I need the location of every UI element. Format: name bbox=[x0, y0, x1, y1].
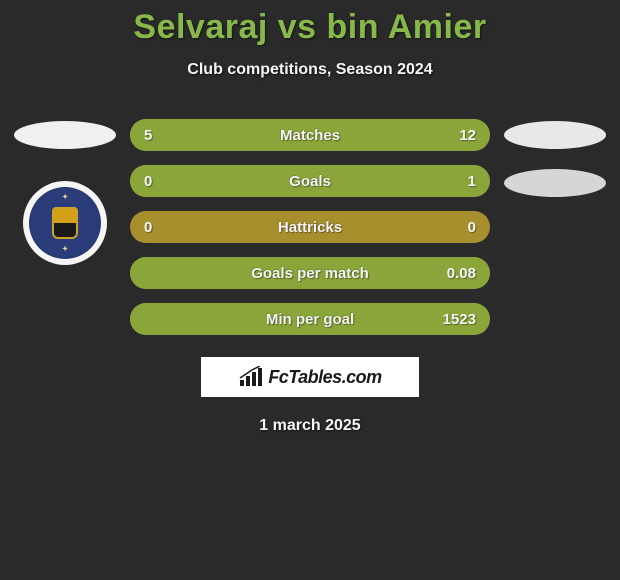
bar-label: Matches bbox=[280, 127, 340, 144]
subtitle: Club competitions, Season 2024 bbox=[0, 61, 620, 79]
player-oval-left bbox=[14, 121, 116, 149]
brand-box: FcTables.com bbox=[201, 357, 419, 397]
right-column bbox=[500, 119, 610, 197]
club-oval-right bbox=[504, 169, 606, 197]
bar-label: Hattricks bbox=[278, 219, 342, 236]
brand-chart-icon bbox=[238, 366, 264, 388]
bar-value-right: 12 bbox=[459, 127, 476, 144]
bar-value-left: 5 bbox=[144, 127, 152, 144]
page-title: Selvaraj vs bin Amier bbox=[0, 0, 620, 47]
bar-value-right: 0.08 bbox=[447, 265, 476, 282]
bar-label: Min per goal bbox=[266, 311, 354, 328]
stat-bar: 0 Goals 1 bbox=[130, 165, 490, 197]
bar-value-left: 0 bbox=[144, 173, 152, 190]
stat-bar: 5 Matches 12 bbox=[130, 119, 490, 151]
stat-bars: 5 Matches 12 0 Goals 1 0 Hattricks 0 Goals per ma… bbox=[130, 119, 490, 335]
bar-label: Goals bbox=[289, 173, 331, 190]
bar-value-left: 0 bbox=[144, 219, 152, 236]
date-line: 1 march 2025 bbox=[0, 417, 620, 435]
bar-value-right: 0 bbox=[468, 219, 476, 236]
left-column: ✦ ✦ bbox=[10, 119, 120, 265]
stat-bar: Goals per match 0.08 bbox=[130, 257, 490, 289]
player-oval-right bbox=[504, 121, 606, 149]
bar-value-right: 1523 bbox=[443, 311, 476, 328]
brand-text: FcTables.com bbox=[268, 367, 381, 388]
comparison-grid: ✦ ✦ 5 Matches 12 0 Goals 1 0 Hattricks 0 Goals pe… bbox=[10, 119, 610, 335]
bar-value-right: 1 bbox=[468, 173, 476, 190]
bar-fill-right bbox=[236, 119, 490, 151]
stat-bar: 0 Hattricks 0 bbox=[130, 211, 490, 243]
bar-label: Goals per match bbox=[251, 265, 369, 282]
club-badge-left: ✦ ✦ bbox=[23, 181, 107, 265]
stat-bar: Min per goal 1523 bbox=[130, 303, 490, 335]
